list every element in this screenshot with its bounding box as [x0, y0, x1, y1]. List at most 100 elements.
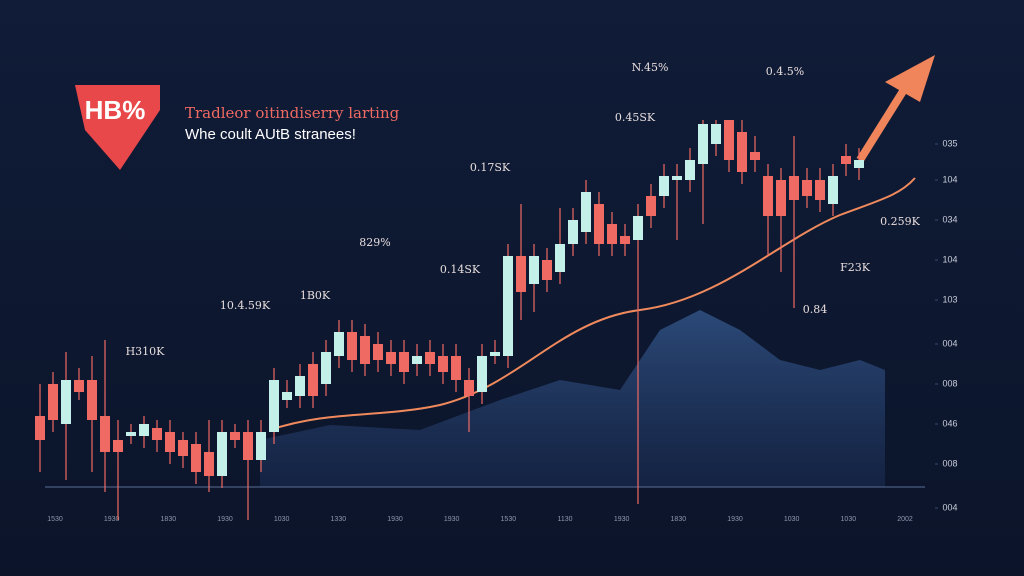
candle-body	[828, 176, 838, 204]
y-tick-label: 035	[942, 138, 957, 148]
candle-body	[529, 256, 539, 284]
x-tick-label: 1330	[331, 516, 347, 523]
candle-body	[321, 352, 331, 384]
candle-body	[542, 260, 552, 280]
title: Tradleor oitindiserry larting	[185, 104, 400, 122]
x-tick-label: 1930	[217, 516, 233, 523]
candle-body	[269, 380, 279, 432]
candle-body	[191, 444, 201, 472]
candle-body	[750, 152, 760, 160]
annotation: 1B0K	[300, 289, 331, 302]
candle-body	[646, 196, 656, 216]
candle-body	[594, 204, 604, 244]
x-tick-label: 1930	[444, 516, 460, 523]
candle-body	[607, 224, 617, 244]
x-tick-label: 1030	[784, 516, 800, 523]
y-tick-label: 004	[942, 338, 957, 348]
candle-body	[477, 356, 487, 392]
y-tick-label: 104	[942, 254, 957, 264]
candle-body	[178, 440, 188, 456]
x-tick-label: 1830	[671, 516, 687, 523]
candle-body	[165, 432, 175, 452]
x-tick-label: 2002	[897, 516, 913, 523]
annotation: 0.45SK	[615, 111, 656, 124]
candle-body	[724, 120, 734, 160]
logo-shield	[75, 85, 160, 170]
annotation: 0.4.5%	[766, 65, 804, 78]
x-tick-label: 1530	[501, 516, 517, 523]
x-tick-label: 1530	[47, 516, 63, 523]
candle-body	[841, 156, 851, 164]
candle-body	[854, 160, 864, 168]
candle-body	[672, 176, 682, 180]
y-tick-label: 103	[942, 294, 957, 304]
x-tick-label: 1930	[387, 516, 403, 523]
y-tick-label: 004	[942, 502, 957, 512]
x-tick-label: 1930	[727, 516, 743, 523]
candle-body	[347, 332, 357, 360]
candle-body	[243, 432, 253, 460]
candle-body	[217, 432, 227, 476]
candle-body	[802, 180, 812, 196]
candle-body	[360, 336, 370, 364]
annotation: 829%	[359, 236, 390, 249]
candle-body	[386, 352, 396, 364]
candle-body	[308, 364, 318, 396]
candle-body	[399, 352, 409, 372]
candle-body	[620, 236, 630, 244]
x-tick-label: 1930	[104, 516, 120, 523]
candle-body	[100, 416, 110, 452]
candle-body	[425, 352, 435, 364]
x-tick-label: 1030	[274, 516, 290, 523]
x-tick-label: 1030	[841, 516, 857, 523]
candle-body	[776, 180, 786, 216]
candle-body	[334, 332, 344, 356]
candle-body	[490, 352, 500, 356]
annotation: 10.4.59K	[220, 299, 271, 312]
candle-body	[568, 220, 578, 244]
annotation: N.45%	[632, 61, 669, 74]
candle-body	[633, 216, 643, 240]
annotation: 0.84	[803, 303, 828, 316]
candle-body	[698, 124, 708, 164]
candle-body	[373, 344, 383, 360]
y-tick-label: 104	[942, 174, 957, 184]
candle-body	[61, 380, 71, 424]
candle-body	[711, 124, 721, 144]
candle-body	[659, 176, 669, 196]
x-tick-label: 1830	[161, 516, 177, 523]
annotation: 0.259K	[880, 215, 920, 228]
annotation: F23K	[840, 261, 871, 274]
candle-body	[412, 356, 422, 364]
candle-body	[230, 432, 240, 440]
volume-area	[260, 310, 885, 487]
candle-body	[282, 392, 292, 400]
annotation: 0.17SK	[470, 161, 511, 174]
candle-body	[74, 380, 84, 392]
y-tick-label: 046	[942, 418, 957, 428]
candle-body	[126, 432, 136, 436]
y-tick-label: 008	[942, 378, 957, 388]
trend-line	[269, 177, 916, 431]
annotation: 0.14SK	[440, 263, 481, 276]
candle-body	[438, 356, 448, 372]
x-tick-label: 1130	[557, 516, 572, 523]
candle-body	[451, 356, 461, 380]
y-tick-label: 008	[942, 458, 957, 468]
logo-text: HB%	[85, 95, 146, 125]
candle-body	[295, 376, 305, 396]
candle-body	[113, 440, 123, 452]
candle-body	[516, 256, 526, 292]
candle-body	[555, 244, 565, 272]
x-tick-label: 1930	[614, 516, 630, 523]
candle-body	[581, 192, 591, 232]
candle-body	[464, 380, 474, 396]
candle-body	[685, 160, 695, 180]
candle-body	[204, 452, 214, 476]
annotation: H310K	[126, 345, 166, 358]
arrow-head	[885, 55, 935, 102]
subtitle: Whe coult AUtB stranees!	[185, 126, 356, 143]
candle-body	[503, 256, 513, 356]
candle-body	[737, 132, 747, 172]
